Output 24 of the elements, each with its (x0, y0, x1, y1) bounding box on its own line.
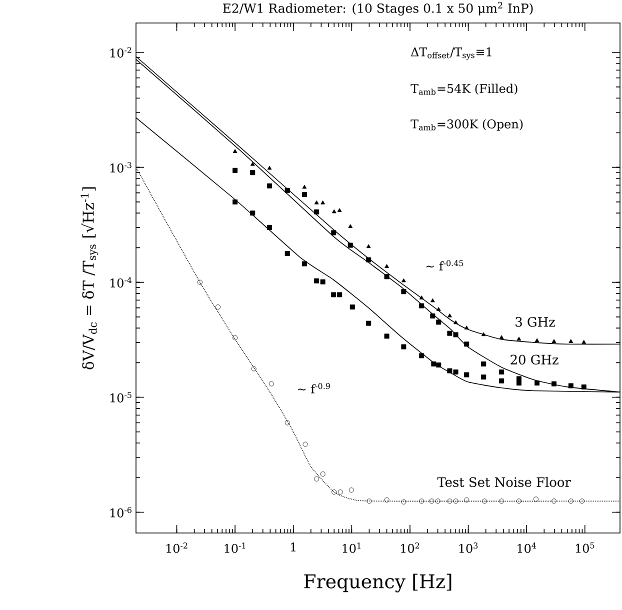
x-tick-label: 10$^{2}$ (401, 542, 420, 553)
y-tick-label: 10$^{-2}$ (110, 47, 132, 58)
x-tick-label: 10$^{5}$ (576, 542, 594, 553)
annotation: T$_{amb}$=54K (Filled) (410, 84, 518, 95)
series-label: 3 GHz (516, 316, 555, 327)
y-tick-label: 10$^{-3}$ (110, 162, 132, 173)
series-label: 20 GHz (510, 354, 558, 365)
x-tick-label: 10$^{4}$ (518, 542, 536, 553)
x-axis-title: Frequency [Hz] (304, 574, 452, 592)
y-tick-label: 10$^{-5}$ (110, 392, 132, 402)
annotation: ~ f$^{-0.45}$ (426, 260, 464, 270)
series-label: Test Set Noise Floor (437, 476, 571, 488)
y-tick-label: 10$^{-4}$ (110, 277, 132, 288)
x-tick-label: 10$^{3}$ (459, 542, 478, 553)
annotation: ΔT$_{offset}$/T$_{sys}$≡1 (411, 47, 492, 60)
x-tick-label: 10$^{1}$ (342, 542, 360, 553)
chart-title: E2/W1 Radiometer: (10 Stages 0.1 x 50 μm$^{2}$ InP) (223, 2, 533, 16)
x-tick-label: 10$^{-1}$ (224, 542, 246, 553)
annotation: ~ f$^{-0.9}$ (298, 383, 330, 394)
annotation: T$_{amb}$=300K (Open) (410, 119, 523, 131)
x-tick-label: 1 (291, 542, 296, 552)
x-tick-label: 10$^{-2}$ (166, 542, 188, 553)
y-axis-title: δV/V$_{dc}$ = δT /T$_{sys}$ [√Hz$^{-1}$] (80, 187, 98, 370)
y-tick-label: 10$^{-6}$ (110, 507, 132, 518)
